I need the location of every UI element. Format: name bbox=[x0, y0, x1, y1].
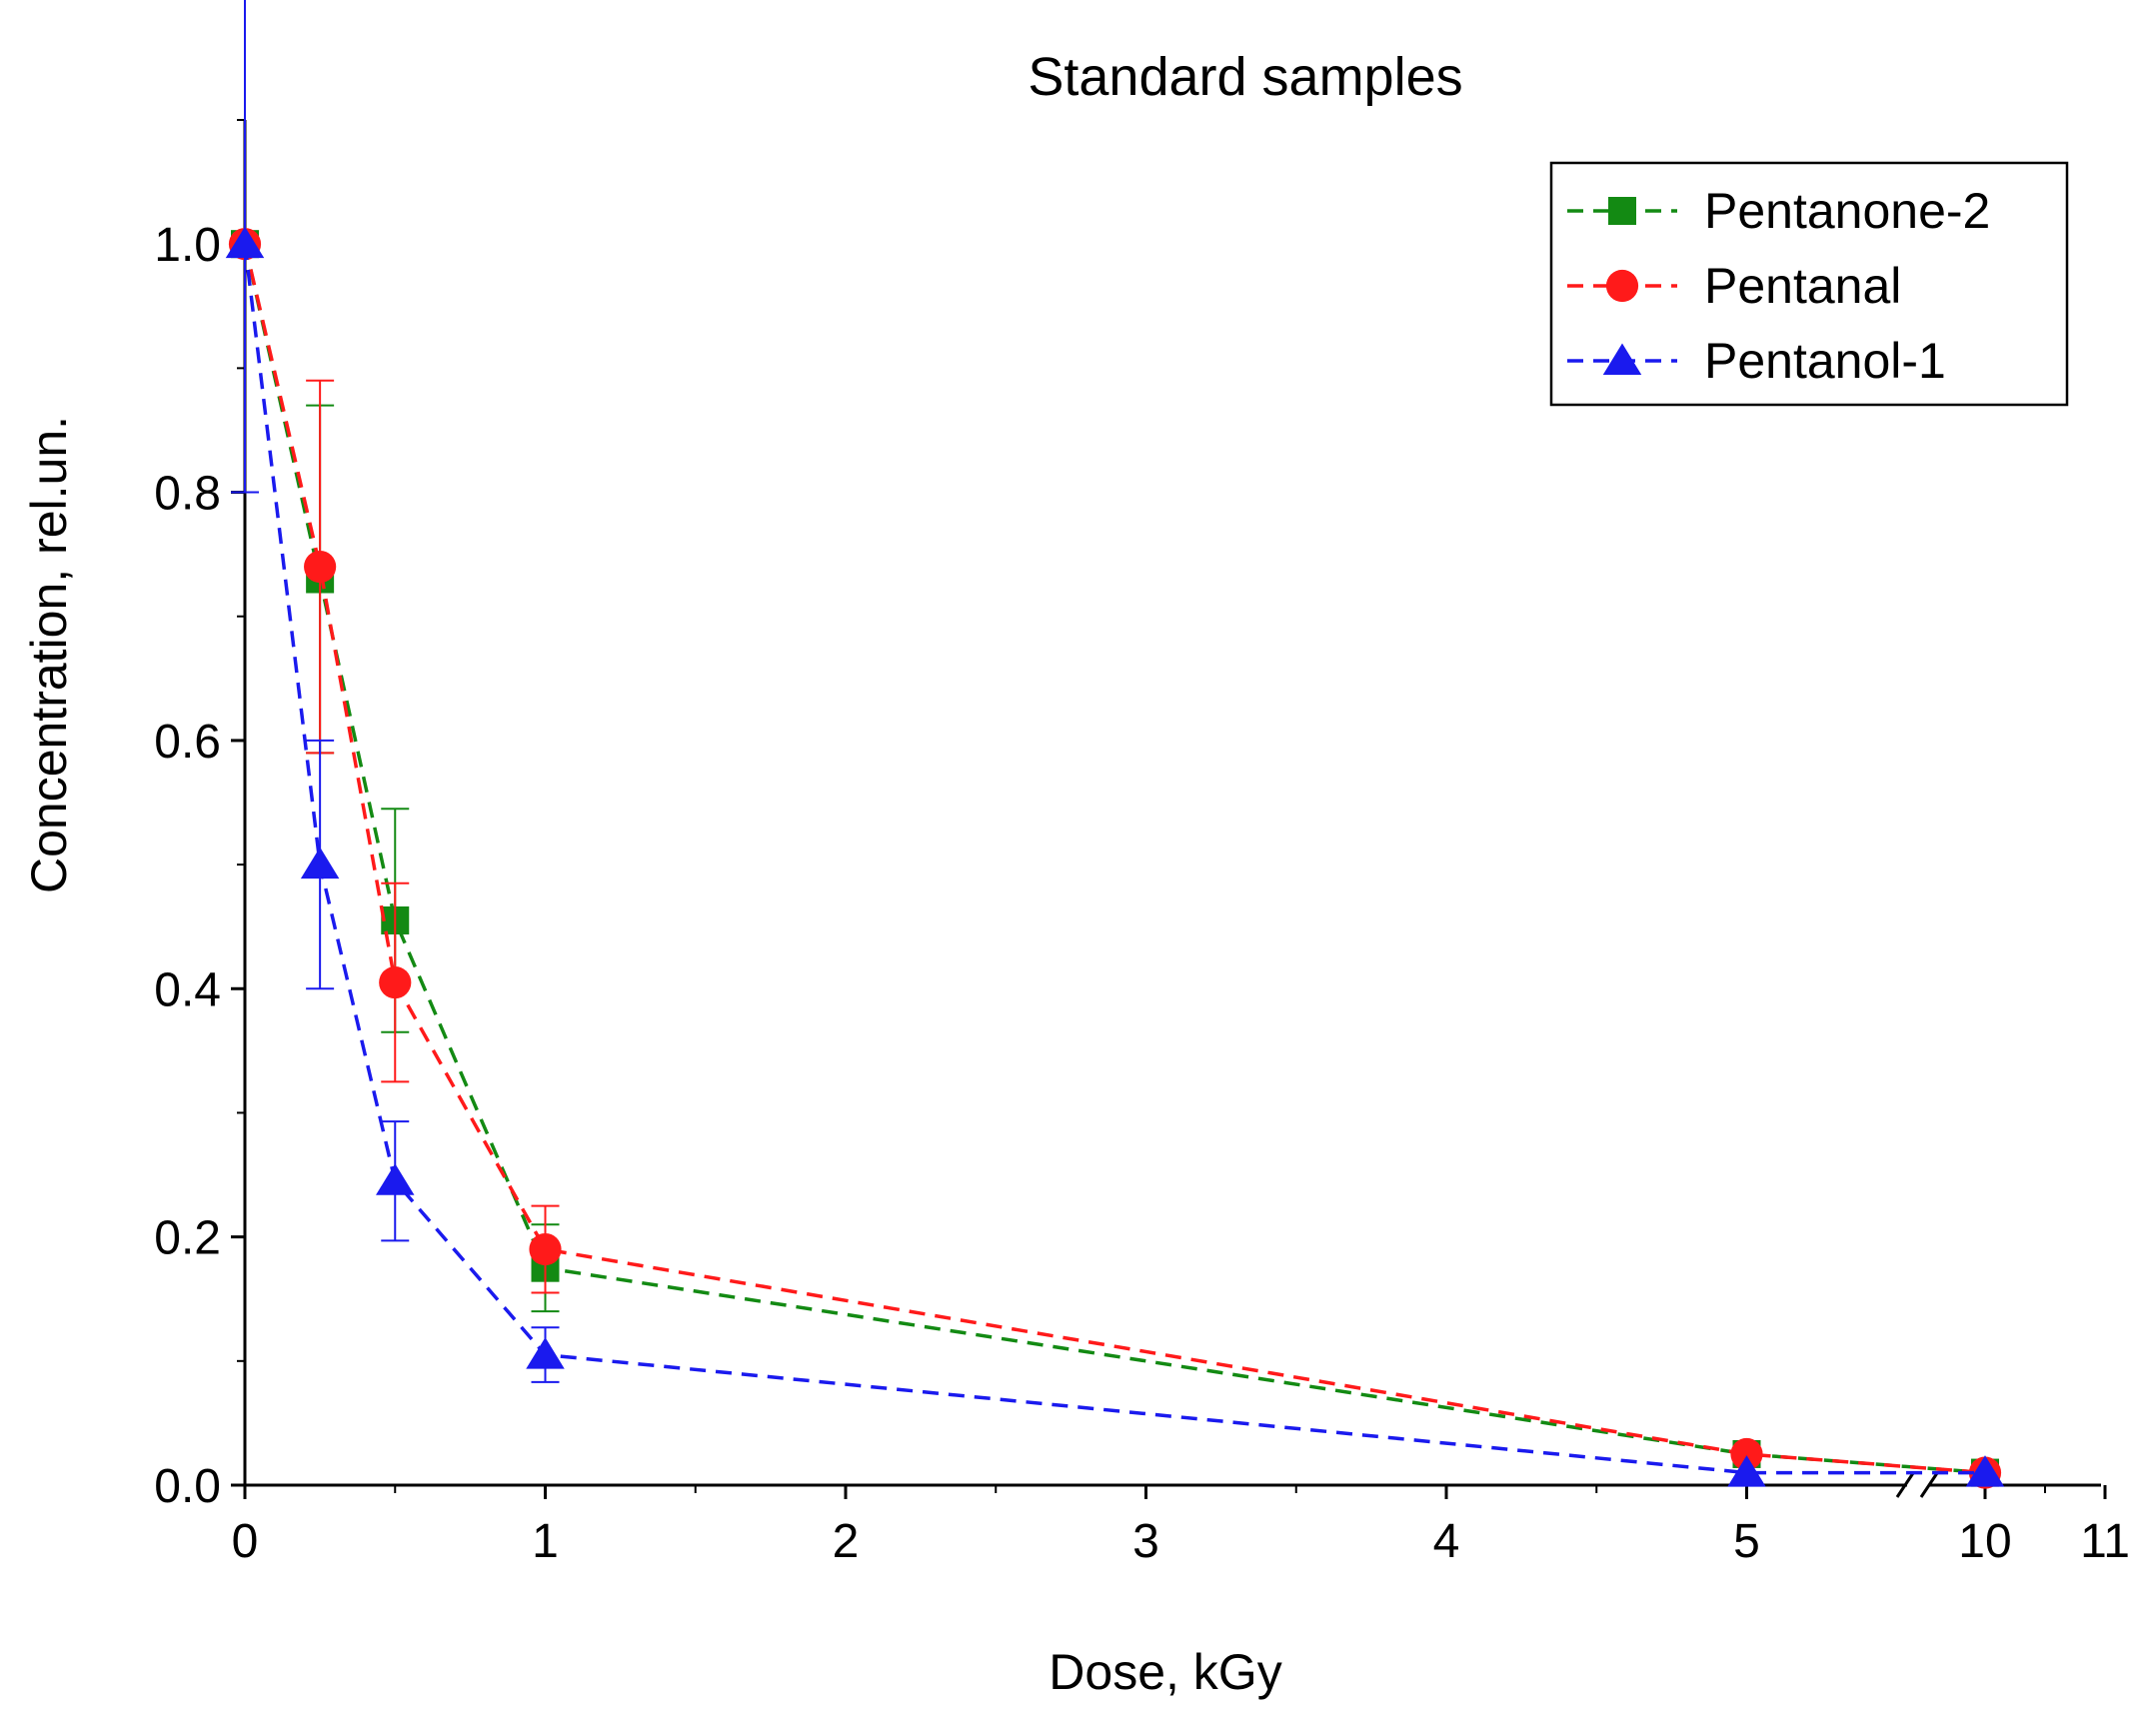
series-layer bbox=[225, 0, 2005, 1489]
x-tick-label: 3 bbox=[1132, 1515, 1159, 1568]
axis-break-mark bbox=[1895, 1472, 1915, 1498]
series-line bbox=[243, 243, 1986, 1475]
data-point bbox=[379, 965, 412, 999]
data-point bbox=[1965, 1455, 2005, 1487]
series-line bbox=[243, 243, 1985, 1475]
data-point bbox=[529, 1232, 562, 1266]
x-tick-label: 1 bbox=[532, 1515, 559, 1568]
y-tick-label: 1.0 bbox=[154, 219, 221, 272]
y-tick-label: 0.6 bbox=[154, 716, 221, 769]
data-point bbox=[304, 550, 337, 584]
data-point bbox=[300, 847, 340, 879]
data-point bbox=[225, 226, 265, 259]
legend-marker bbox=[1608, 197, 1636, 225]
legend: Pentanone-2 Pentanal Pentanol-1 bbox=[1549, 161, 2069, 407]
series-line bbox=[243, 243, 1986, 1475]
y-axis-label: Concentration, rel.un. bbox=[21, 416, 77, 893]
chart-title: Standard samples bbox=[1028, 47, 1462, 107]
x-tick-label: 2 bbox=[833, 1515, 860, 1568]
x-tick-label: 0 bbox=[232, 1515, 259, 1568]
axes: 0.0 0.2 0.4 0.6 0.8 1.0 0 1 2 3 4 5 10 11 bbox=[154, 119, 2130, 1568]
x-tick-label: 10 bbox=[1958, 1515, 2011, 1568]
axis-break-mark bbox=[1919, 1472, 1939, 1498]
legend-label: Pentanal bbox=[1704, 258, 1901, 314]
legend-label: Pentanone-2 bbox=[1704, 183, 1990, 239]
legend-label: Pentanol-1 bbox=[1704, 333, 1946, 389]
data-point bbox=[526, 1337, 565, 1369]
legend-box bbox=[1549, 161, 2069, 407]
y-tick-label: 0.8 bbox=[154, 468, 221, 521]
x-axis-label: Dose, kGy bbox=[1049, 1644, 1281, 1700]
series-pentanol-1 bbox=[225, 0, 2005, 1487]
y-tick-label: 0.2 bbox=[154, 1212, 221, 1265]
y-tick-label: 0.4 bbox=[154, 963, 221, 1016]
data-point bbox=[1727, 1455, 1766, 1487]
x-tick-label: 5 bbox=[1733, 1515, 1760, 1568]
legend-marker bbox=[1602, 343, 1642, 375]
data-point bbox=[1730, 1437, 1763, 1471]
x-tick-label: 4 bbox=[1433, 1515, 1460, 1568]
x-tick-label: 11 bbox=[2080, 1515, 2130, 1568]
y-tick-label: 0.0 bbox=[154, 1460, 221, 1513]
series-pentanal bbox=[228, 228, 2002, 1489]
data-point bbox=[376, 1163, 415, 1195]
legend-marker bbox=[1605, 269, 1639, 303]
